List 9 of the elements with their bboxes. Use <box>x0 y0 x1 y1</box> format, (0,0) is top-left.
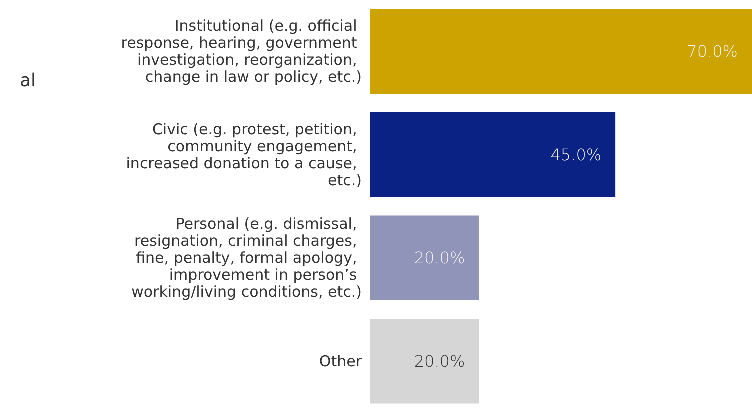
data-label: 70.0% <box>687 42 738 62</box>
data-label: 45.0% <box>550 145 602 164</box>
data-label: 20.0% <box>414 352 466 371</box>
y-tick-label: Other <box>319 352 363 370</box>
text: al <box>20 70 36 92</box>
y-tick-label: Institutional (e.g. official response, hearing, government investigation, reorganization, change in law or policy, etc.) <box>121 17 362 86</box>
y-tick-label: Civic (e.g. protest, petition, community engagement, increased donation to a cause, etc.) <box>126 120 362 190</box>
y-tick-label: Personal (e.g. dismissal, resignation, criminal charges, fine, penalty, formal apology, improvement in person’s working/living conditions, etc.) <box>132 215 362 302</box>
data-label: 20.0% <box>414 248 466 268</box>
